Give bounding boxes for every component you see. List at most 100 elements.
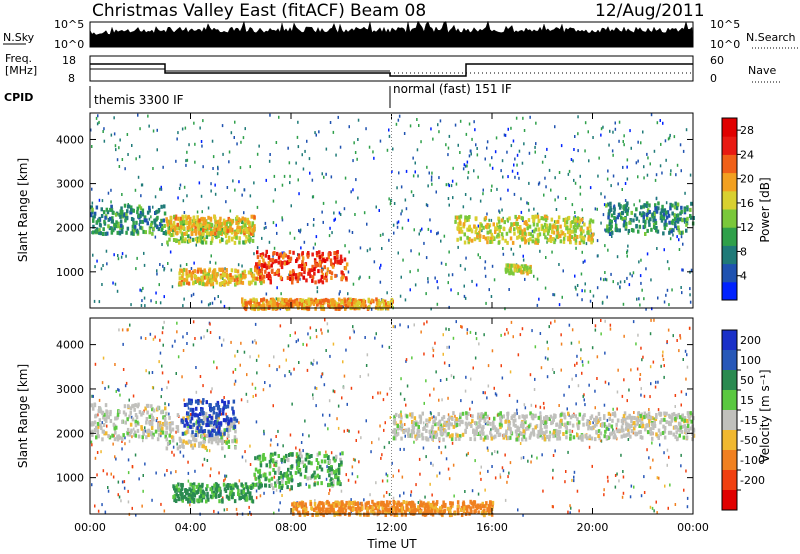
power-scatter-cell	[242, 136, 245, 140]
velocity-scatter-cell	[254, 339, 256, 343]
velocity-feature-4-cell	[286, 473, 289, 478]
velocity-scatter-cell	[563, 393, 565, 397]
velocity-feature-1-cell	[196, 423, 199, 428]
freq-label-1: Freq.	[5, 52, 32, 65]
velocity-feature-5-cell	[404, 428, 407, 433]
power-feature-5-cell	[334, 306, 338, 311]
velocity-scatter-cell	[445, 327, 447, 331]
velocity-feature-3-cell	[181, 498, 184, 503]
power-scatter-cell	[545, 185, 547, 189]
power-scatter-cell	[297, 145, 300, 149]
power-feature-3-cell	[192, 280, 196, 285]
velocity-feature-4-cell	[330, 467, 333, 472]
power-feature-7-cell	[654, 218, 657, 223]
velocity-feature-4-cell	[339, 457, 342, 462]
velocity-scatter-cell	[404, 423, 406, 426]
power-scatter-cell	[448, 134, 451, 138]
power-feature-1-cell	[178, 226, 181, 230]
velocity-scatter-cell	[161, 331, 164, 335]
power-scatter-cell	[357, 196, 359, 200]
velocity-feature-4-cell	[270, 476, 274, 481]
power-feature-6-cell	[557, 215, 561, 220]
power-scatter-cell	[321, 172, 323, 176]
velocity-feature-0-cell	[122, 433, 125, 438]
velocity-scatter-cell	[234, 368, 237, 371]
velocity-scatter-cell	[273, 511, 275, 515]
power-scatter-cell	[412, 194, 415, 197]
velocity-feature-3-cell	[205, 499, 208, 504]
velocity-scatter-cell	[567, 450, 569, 454]
power-scatter-cell	[668, 267, 670, 271]
power-scatter-cell	[359, 275, 361, 279]
velocity-scatter-cell	[255, 496, 258, 500]
power-scatter-cell	[278, 115, 280, 119]
velocity-scatter-cell	[438, 471, 441, 475]
velocity-feature-2-cell	[202, 411, 205, 416]
power-scatter-cell	[398, 171, 400, 175]
power-feature-1-cell	[226, 219, 229, 224]
velocity-scatter-cell	[206, 448, 208, 452]
power-scatter-cell	[666, 260, 669, 264]
velocity-feature-2-cell	[189, 407, 192, 412]
power-feature-4-cell	[325, 271, 329, 276]
power-scatter-cell	[680, 286, 682, 289]
power-scatter-cell	[403, 132, 406, 135]
power-feature-0-cell	[97, 218, 101, 223]
power-feature-8-cell	[517, 267, 521, 272]
velocity-scatter-cell	[580, 348, 582, 352]
velocity-feature-1-cell	[228, 427, 232, 432]
power-feature-6-cell	[526, 223, 530, 228]
velocity-scatter-cell	[91, 443, 93, 447]
power-feature-0-cell	[130, 231, 134, 236]
power-feature-6-cell	[454, 219, 457, 224]
power-scatter-cell	[528, 181, 530, 185]
power-scatter-cell	[100, 267, 103, 271]
velocity-scatter-cell	[336, 417, 338, 421]
velocity-feature-0-cell	[93, 428, 97, 432]
velocity-feature-0-cell	[136, 420, 139, 425]
power-feature-2-cell	[179, 221, 183, 226]
velocity-scatter-cell	[238, 479, 241, 483]
power-scatter-cell	[685, 128, 688, 132]
power-feature-7-cell	[648, 210, 651, 214]
power-feature-5-cell	[314, 297, 317, 302]
power-feature-4-cell	[316, 253, 319, 258]
power-feature-2-cell	[223, 221, 226, 226]
power-scatter-cell	[589, 289, 592, 293]
power-feature-7-cell	[661, 204, 664, 209]
power-feature-6-cell	[525, 222, 528, 226]
power-scatter-cell	[396, 225, 399, 229]
velocity-feature-5-cell	[467, 411, 470, 416]
power-scatter-cell	[398, 114, 401, 118]
velocity-scatter-cell	[667, 328, 670, 332]
velocity-feature-0-cell	[94, 414, 97, 419]
velocity-scatter-cell	[636, 367, 639, 371]
velocity-scatter-cell	[117, 480, 120, 484]
velocity-feature-0-cell	[124, 420, 127, 425]
power-feature-6-cell	[470, 229, 474, 234]
velocity-scatter-cell	[438, 398, 440, 402]
power-scatter-cell	[584, 289, 586, 293]
velocity-scatter-cell	[342, 360, 344, 364]
velocity-scatter-cell	[226, 436, 229, 440]
velocity-scatter-cell	[635, 342, 637, 346]
power-scatter-cell	[622, 302, 625, 306]
power-feature-5-cell	[271, 297, 275, 302]
power-feature-6-cell	[489, 236, 493, 241]
velocity-feature-3-cell	[199, 498, 202, 503]
power-feature-4-cell	[297, 272, 300, 277]
power-scatter-cell	[639, 274, 642, 278]
power-scatter-cell	[626, 254, 628, 258]
velocity-scatter-cell	[474, 459, 476, 463]
power-scatter-cell	[110, 200, 112, 204]
power-scatter-cell	[443, 234, 446, 238]
velocity-scatter-cell	[194, 469, 196, 473]
velocity-feature-0-cell	[128, 414, 131, 419]
power-feature-2-cell	[169, 216, 173, 221]
velocity-feature-2-cell	[222, 418, 226, 423]
velocity-scatter-cell	[567, 510, 569, 514]
velocity-feature-2-cell	[190, 400, 193, 405]
power-feature-4-cell	[268, 274, 271, 278]
velocity-scatter-cell	[600, 439, 603, 443]
power-scatter-cell	[121, 193, 123, 196]
